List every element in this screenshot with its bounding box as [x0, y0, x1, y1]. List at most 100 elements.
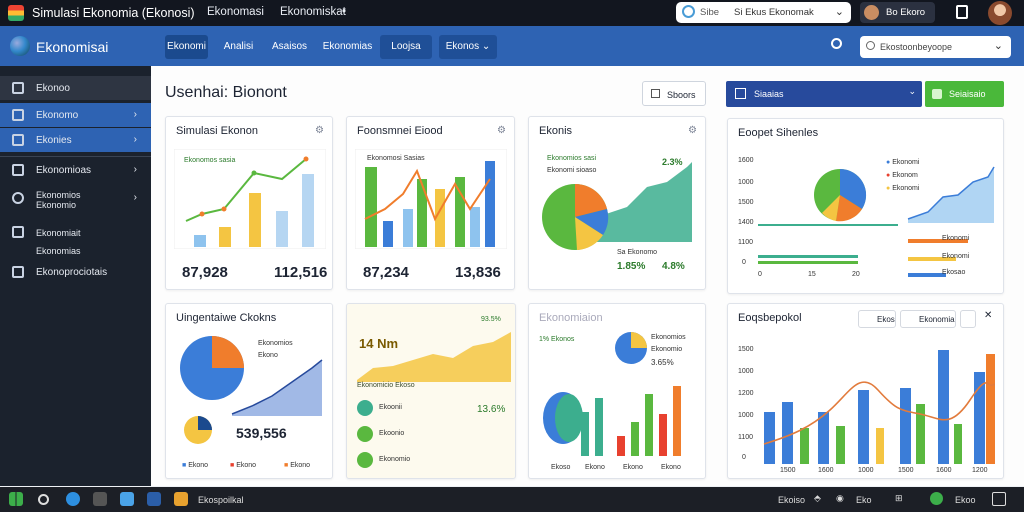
notification-icon[interactable]	[992, 492, 1006, 506]
sidebar-item-ekonoprociotais[interactable]: Ekonoprociotais	[0, 260, 151, 284]
tool-button[interactable]: Ekonomia	[900, 310, 956, 328]
chart-legend: Ekonomicio Ekoso	[357, 382, 415, 389]
trend-line	[364, 168, 491, 222]
tab-loojsa[interactable]: Loojsa	[380, 35, 432, 59]
sidebar-item-ekonomios[interactable]: Ekonomios Ekonomio ›	[0, 186, 151, 216]
card-foonsmnei[interactable]: Foonsmnei Eiood ⚙ Ekonomosi Sasias 87,23…	[346, 116, 515, 290]
card-icon	[12, 226, 24, 238]
app-icon[interactable]	[174, 492, 188, 506]
axis-label: 1100	[738, 239, 754, 246]
card-eoqsbepokol[interactable]: Eoqsbepokol Ekos Ekonomia ✕ 1500 1000 12…	[727, 303, 1004, 479]
puzzle-icon[interactable]: ⚙	[315, 125, 324, 136]
sidebar-item-ekonomiait[interactable]: Ekonomiait Ekonomias	[0, 220, 151, 256]
axis-label: 1500	[738, 346, 754, 353]
axis-label: 1200	[738, 390, 754, 397]
legend-item: ● Ekonomi	[886, 159, 920, 166]
tab-ekonos[interactable]: Ekonos ⌄	[439, 35, 497, 59]
row-icon	[357, 426, 373, 442]
card-title: Simulasi Ekonon	[176, 125, 258, 137]
search-icon	[866, 41, 875, 50]
legend-item: ● Ekonomi	[886, 185, 920, 192]
mail-icon[interactable]	[147, 492, 161, 506]
card-uingentaiwe[interactable]: Uingentaiwe Ckokns Ekonomios Ekono 539,5…	[165, 303, 333, 479]
bar-pie-chart	[543, 332, 681, 456]
row-icon	[357, 400, 373, 416]
tool-button[interactable]: Ekos	[858, 310, 896, 328]
pie-slice	[575, 217, 603, 250]
x-axis-label: 1500	[898, 467, 914, 474]
chart-legend-top: Ekonomios sasi	[547, 155, 597, 162]
tab-ekonos-label: Ekonos	[445, 41, 480, 52]
share-button[interactable]: Sboors	[642, 81, 706, 106]
pill-bar	[908, 257, 956, 261]
sidebar-item-ekonies[interactable]: Ekonies ›	[0, 128, 151, 152]
window-icon[interactable]	[956, 5, 968, 19]
nav-search-icon[interactable]	[831, 38, 842, 49]
title-search-field[interactable]: Sibe Si Ekus Ekonomak ⌄	[676, 2, 851, 23]
sidebar-item-label: Ekonomioas	[36, 165, 92, 176]
grid-icon[interactable]: ⊞	[895, 493, 903, 503]
card-simulasi[interactable]: Simulasi Ekonon ⚙ Ekonomos sasia 87,928 …	[165, 116, 333, 290]
axis-label: 1600	[738, 157, 754, 164]
tab-analisi[interactable]: Analisi	[223, 41, 254, 52]
tab-ekonomias[interactable]: Ekonomias	[322, 41, 373, 52]
card-ekonis[interactable]: Ekonis ⚙ Ekonomios sasi Ekonomi sioaso 2…	[528, 116, 706, 290]
menu-item-2[interactable]: Ekonomiskat	[280, 6, 346, 18]
sidebar-item-label: Ekonoprociotais	[36, 267, 108, 278]
card-eoopet[interactable]: Eoopet Sihenles 1600 1000 1500 1400 1100…	[727, 118, 1004, 294]
list-icon	[735, 88, 746, 99]
x-axis-label: 1600	[936, 467, 952, 474]
profile-avatar[interactable]	[988, 1, 1012, 25]
brand-name: Ekonomisai	[36, 39, 109, 55]
nav-search-input[interactable]: Ekostoonbeyoope ⌄	[860, 36, 1011, 58]
pill-bar	[908, 273, 946, 277]
legend-text: Ekono	[236, 462, 257, 469]
tab-ekonomi[interactable]: Ekonomi	[165, 35, 208, 59]
chevron-down-icon: ⌄	[908, 86, 916, 96]
view-select[interactable]: Siaaias ⌄	[726, 81, 922, 107]
search-icon[interactable]	[38, 494, 49, 505]
x-axis-label: 1200	[972, 467, 988, 474]
taskbar-app-label[interactable]: Ekospoilkal	[198, 495, 244, 505]
sidebar-item-ekonomioas[interactable]: Ekonomioas ›	[0, 158, 151, 182]
row-icon	[357, 452, 373, 468]
start-icon[interactable]	[9, 492, 23, 506]
bar	[383, 221, 393, 247]
chat-icon[interactable]	[960, 310, 976, 328]
legend-text: Ekonomios	[651, 334, 686, 341]
chevron-down-icon: ⌄	[834, 6, 844, 18]
edge-icon[interactable]	[66, 492, 80, 506]
user-chip[interactable]: Bo Ekoro	[860, 2, 935, 23]
bar	[435, 189, 445, 247]
bar	[249, 193, 261, 247]
axis-label: 0	[742, 454, 746, 461]
sidebar-item-ekonoo[interactable]: Ekonoo	[0, 76, 151, 100]
puzzle-icon[interactable]: ⚙	[497, 125, 506, 136]
menu-item-1[interactable]: Ekonomasi	[207, 6, 264, 18]
files-icon[interactable]	[93, 492, 107, 506]
card-yellow-area[interactable]: 14 Nm 93.5% Ekonomicio Ekoso Ekoonii 13.…	[346, 303, 516, 479]
x-axis-label: 1600	[818, 467, 834, 474]
pie-area-chart	[758, 166, 995, 264]
network-icon[interactable]: ⬘	[814, 493, 821, 503]
search-icon	[682, 5, 695, 18]
close-icon[interactable]: ✕	[984, 310, 993, 321]
volume-icon[interactable]: ◉	[836, 493, 844, 503]
bar	[302, 174, 314, 247]
store-icon[interactable]	[120, 492, 134, 506]
card-ekonomiaion[interactable]: Ekonomiaion 1% Ekonos Ekonomios Ekonomio…	[528, 303, 706, 479]
pct-top: 93.5%	[481, 316, 501, 323]
status-icon[interactable]	[930, 492, 943, 505]
legend-text: Ekono	[188, 462, 209, 469]
menu-dot-icon[interactable]: •	[342, 6, 347, 18]
row-label: Ekonomio	[379, 456, 411, 463]
chevron-right-icon: ›	[133, 109, 137, 120]
tab-asaisos[interactable]: Asaisos	[271, 41, 307, 52]
bar	[659, 414, 667, 456]
sidebar-item-ekonomo[interactable]: Ekonomo ›	[0, 103, 151, 127]
puzzle-icon[interactable]: ⚙	[688, 125, 697, 136]
app-title: Simulasi Ekonomia (Ekonosi)	[32, 6, 195, 20]
card-value: 539,556	[236, 425, 287, 441]
green-action-button[interactable]: Seiaisaio	[925, 81, 1004, 107]
chart-legend-mid: Sa Ekonomo	[617, 249, 658, 256]
